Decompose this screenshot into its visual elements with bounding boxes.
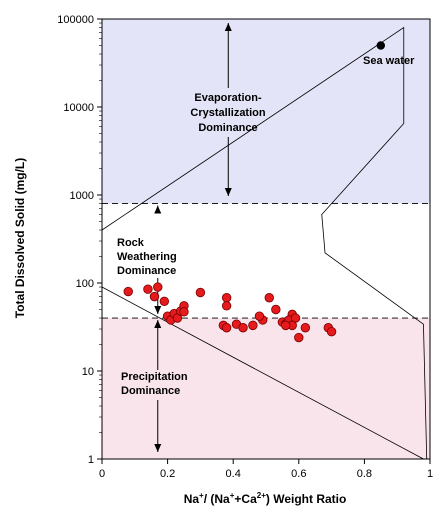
prec-arrow-up-head [154,320,162,329]
y-axis-title: Total Dissolved Solid (mg/L) [13,158,27,318]
data-point [221,323,232,333]
data-point [159,296,170,306]
data-point [123,286,133,297]
envelope-lines [101,26,430,460]
plot-frame [101,18,431,460]
x-tick-label-2: 0.4 [226,468,241,480]
rock-arrow-up-head [154,205,162,214]
y-tick-label-2: 100 [76,278,94,290]
data-point [280,320,291,331]
upper-envelope-line [101,26,428,460]
data-point [195,287,206,298]
y-tick-label-4: 10000 [63,102,94,114]
precipitation-label-line1: Precipitation [121,371,188,383]
y-tick-label-0: 1 [88,454,94,466]
data-point [179,307,189,317]
data-points [123,41,385,343]
dominance-regions [102,19,430,459]
x-axis-title: Na+/ (Na++Ca2+) Weight Ratio [184,491,347,506]
rock-arrow-down-head [154,306,162,315]
sea-water-label: Sea water [363,55,415,67]
rock-weathering-label-line2: Weathering [117,251,177,263]
x-tick-label-4: 0.8 [357,468,372,480]
evaporation-label-line3: Dominance [198,122,257,134]
x-tick-label-1: 0.2 [160,468,175,480]
annotation-arrows [154,23,232,452]
x-tick-label-5: 1 [427,468,433,480]
data-point [153,282,163,292]
rock-weathering-label-line3: Dominance [117,265,176,277]
data-point [149,291,160,302]
region-0 [102,19,430,204]
data-point [143,284,153,294]
data-point [254,311,265,321]
x-tick-label-3: 0.6 [291,468,306,480]
precipitation-label-line2: Dominance [121,385,180,397]
y-tick-label-3: 1000 [70,190,94,202]
data-point [264,293,274,303]
data-point [221,293,232,303]
evap-arrow-up-head [224,23,232,31]
data-point [294,332,304,343]
evaporation-label-line2: Crystallization [190,107,265,119]
sea-water-point [376,41,385,50]
data-point [238,323,248,333]
lower-envelope-line [101,286,424,460]
region-2 [102,318,430,459]
data-point [221,301,232,311]
axis-ticks: 0 0.2 0.4 0.6 0.8 1 1 10 100 1000 10000 100000 [57,14,433,480]
y-tick-label-1: 10 [82,366,94,378]
data-point [300,323,311,333]
evap-arrow-down-head [224,188,232,196]
y-tick-label-5: 100000 [57,14,94,26]
x-tick-label-0: 0 [99,468,105,480]
data-point [248,320,258,331]
evaporation-label-line1: Evaporation- [194,92,262,104]
prec-arrow-down-head [154,444,162,452]
rock-weathering-label-line1: Rock [117,237,145,249]
data-point [271,304,281,315]
data-point [326,326,337,337]
